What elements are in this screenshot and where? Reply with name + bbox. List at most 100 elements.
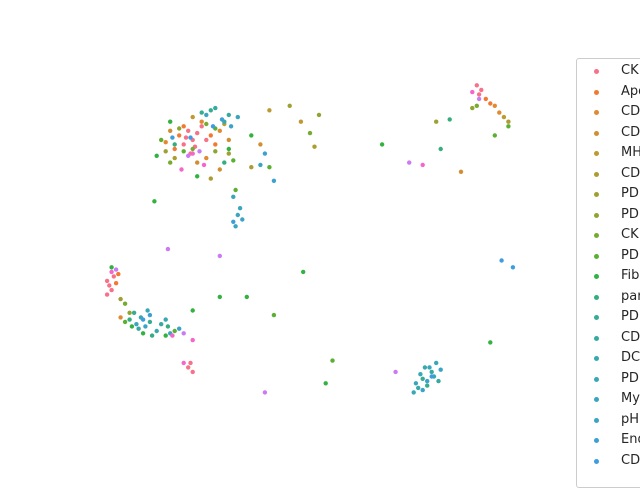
scatter-point (204, 112, 209, 118)
scatter-point (172, 142, 177, 147)
scatter-point (244, 294, 249, 300)
scatter-point (458, 169, 464, 174)
legend-label: End (621, 432, 640, 447)
legend-label: CD (621, 165, 640, 181)
legend-label: Fib (621, 268, 640, 283)
scatter-point (165, 246, 171, 252)
scatter-point (181, 149, 186, 154)
scatter-point (201, 162, 207, 168)
scatter-point (204, 155, 209, 161)
legend-item: PD (577, 246, 640, 266)
scatter-point (163, 317, 168, 322)
scatter-point (109, 269, 114, 275)
scatter-point (407, 160, 412, 165)
scatter-point (195, 130, 200, 136)
legend-label: CK (621, 227, 639, 242)
scatter-point (240, 217, 245, 222)
scatter-point (163, 140, 168, 145)
legend-label: MH (621, 145, 640, 160)
legend-label: Apo (621, 83, 640, 99)
scatter-point (186, 128, 191, 133)
scatter-point (510, 265, 516, 270)
scatter-point (172, 155, 177, 161)
scatter-point (330, 358, 335, 363)
scatter-point (188, 135, 193, 140)
scatter-point (258, 142, 263, 147)
scatter-point (316, 112, 322, 118)
legend-item: CD (577, 164, 640, 184)
legend-marker (594, 417, 599, 423)
scatter-point (179, 167, 184, 172)
scatter-point (217, 167, 222, 172)
scatter-point (149, 333, 155, 338)
scatter-point (474, 83, 479, 88)
scatter-point (213, 149, 218, 154)
scatter-point (506, 119, 511, 124)
scatter-point (154, 328, 159, 334)
scatter-point (181, 124, 186, 129)
scatter-point (165, 324, 171, 329)
legend-marker (594, 212, 599, 218)
scatter-point (199, 110, 204, 115)
scatter-point (258, 162, 263, 168)
scatter-point (312, 144, 317, 149)
scatter-point (301, 269, 306, 275)
legend-item: DC (577, 348, 640, 368)
scatter-point (393, 369, 398, 375)
scatter-point (168, 128, 173, 133)
legend-marker (594, 171, 599, 177)
scatter-point (186, 153, 191, 158)
scatter-point (217, 294, 222, 300)
scatter-point (470, 89, 475, 95)
scatter-point (197, 149, 202, 154)
scatter-point (127, 317, 132, 322)
legend-label: PD (621, 309, 639, 324)
scatter-point (470, 105, 475, 111)
scatter-point (140, 317, 146, 322)
scatter-point (140, 331, 146, 336)
scatter-point (170, 333, 175, 338)
scatter-point (190, 369, 195, 375)
legend-marker (594, 130, 599, 136)
scatter-point (226, 112, 231, 118)
scatter-point (109, 287, 114, 293)
legend-marker (594, 335, 599, 341)
scatter-point (231, 219, 236, 224)
scatter-point (127, 310, 132, 315)
legend-item: CD (577, 102, 640, 122)
legend-item: CD (577, 123, 640, 143)
scatter-point (136, 326, 141, 331)
legend-item: CK (577, 225, 640, 245)
legend-label: CK (621, 63, 639, 78)
scatter-point (222, 160, 227, 165)
legend-label: CD (621, 124, 640, 140)
scatter-point (190, 337, 195, 343)
scatter-point (418, 372, 423, 377)
scatter-point (488, 101, 493, 106)
scatter-point (195, 160, 200, 165)
scatter-point (420, 162, 425, 168)
legend-label: CD (621, 104, 640, 119)
scatter-point (195, 174, 200, 179)
legend-item: pH (577, 410, 640, 430)
scatter-point (181, 142, 186, 147)
legend-item: CK (577, 61, 640, 81)
scatter-point (411, 390, 416, 395)
legend-item: PD (577, 369, 640, 389)
scatter-point (262, 151, 268, 156)
scatter-point (506, 124, 511, 129)
scatter-point (237, 206, 243, 211)
scatter-point (249, 133, 254, 138)
legend-marker (594, 397, 599, 402)
legend-marker (594, 274, 599, 279)
scatter-point (420, 376, 425, 381)
scatter-point (131, 310, 137, 315)
legend-label: CD (621, 452, 640, 468)
scatter-point (204, 137, 209, 143)
scatter-point (474, 103, 479, 109)
scatter-point (497, 110, 502, 115)
scatter-point (181, 331, 186, 336)
scatter-point (177, 126, 182, 131)
scatter-point (231, 194, 236, 199)
